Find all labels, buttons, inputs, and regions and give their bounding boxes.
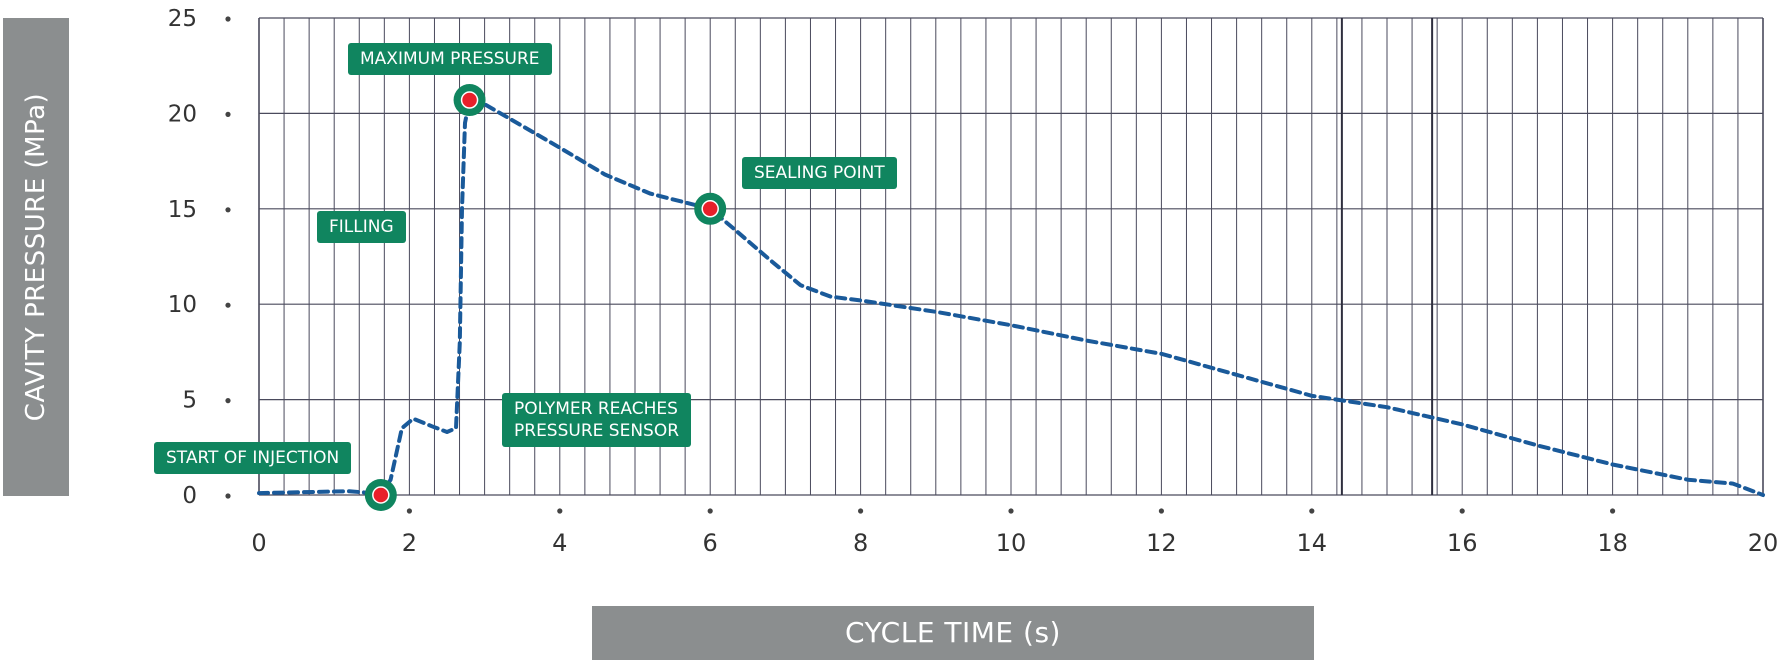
x-tick-label: 2 [402,529,417,557]
y-axis-label: CAVITY PRESSURE (MPa) [21,92,51,422]
series-line [257,98,1765,497]
x-axis-ticks: 0 2 4 6 8 10 12 14 16 18 20 [251,508,1778,557]
y-tick-label: 15 [168,197,197,223]
x-tick-label: 4 [552,529,567,557]
plot-grid [258,17,1764,496]
annotation-filling: FILLING [317,211,406,243]
x-tick-label: 8 [853,529,868,557]
y-tick-label: 20 [168,101,197,127]
marker-layer [364,84,727,511]
marker-point [701,200,719,218]
x-tick-dot [406,508,412,514]
y-tick-label: 0 [182,483,197,509]
series-layer [257,98,1765,497]
x-tick-dot [858,508,864,514]
annotation-sealing-point: SEALING POINT [742,157,897,189]
x-tick-dot [707,508,713,514]
x-axis-label: CYCLE TIME (s) [845,616,1061,649]
y-tick-label: 10 [168,292,197,318]
x-tick-label: 6 [703,529,718,557]
x-tick-dot [1309,508,1315,514]
y-tick-label: 25 [168,6,197,32]
annotation-polymer-reaches-sensor: POLYMER REACHES PRESSURE SENSOR [502,393,692,447]
y-tick-dot [225,302,231,308]
x-tick-label: 14 [1297,529,1328,557]
y-tick-dot [225,398,231,404]
x-tick-dot [1610,508,1616,514]
y-tick-dot [225,207,231,213]
x-tick-dot [1459,508,1465,514]
y-tick-label: 5 [182,388,197,414]
annotation-maximum-pressure: MAXIMUM PRESSURE [348,43,552,75]
annotation-start-of-injection: START OF INJECTION [154,442,352,474]
x-tick-label: 20 [1748,529,1779,557]
x-tick-dot [557,508,563,514]
x-tick-label: 12 [1146,529,1177,557]
x-tick-dot [1158,508,1164,514]
x-axis-label-box: CYCLE TIME (s) [592,606,1314,660]
y-tick-dot [225,16,231,22]
y-axis-ticks: 0 5 10 15 20 25 [168,6,231,509]
x-tick-dot [1008,508,1014,514]
marker-point [372,486,390,504]
x-tick-label: 16 [1447,529,1478,557]
y-tick-dot [225,111,231,117]
x-tick-label: 10 [996,529,1027,557]
y-tick-dot [225,493,231,499]
x-tick-label: 18 [1597,529,1628,557]
marker-point [460,91,479,109]
x-tick-label: 0 [251,529,266,557]
y-axis-label-box [3,18,69,496]
